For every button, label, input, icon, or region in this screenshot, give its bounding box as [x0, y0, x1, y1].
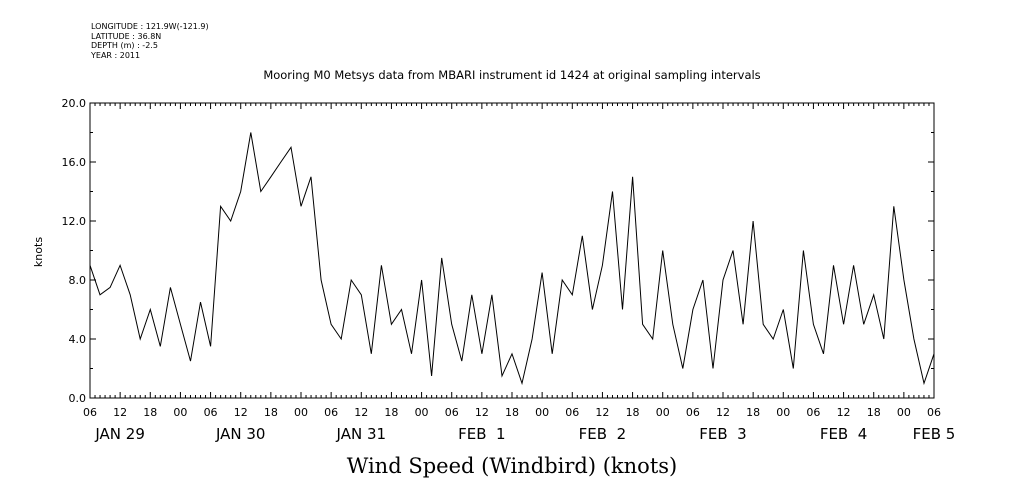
x-tick-label: 00 [415, 406, 429, 419]
x-tick-label: 18 [264, 406, 278, 419]
x-axis-label: Wind Speed (Windbird) (knots) [346, 454, 678, 478]
x-tick-label: 12 [234, 406, 248, 419]
y-tick-label: 12.0 [62, 215, 87, 228]
x-tick-label: 00 [173, 406, 187, 419]
x-tick-labels: 06 12 18 00 06 12 18 00 06 12 18 00 06 12 18 00 06 12 18 00… [83, 406, 941, 419]
x-tick-label: 06 [565, 406, 579, 419]
longitude-label: LONGITUDE : 121.9W(-121.9) [91, 22, 209, 31]
day-label: FEB 3 [699, 425, 746, 443]
year-label: YEAR : 2011 [91, 50, 141, 60]
x-tick-label: 18 [505, 406, 519, 419]
x-tick-label: 00 [535, 406, 549, 419]
x-tick-label: 00 [294, 406, 308, 419]
y-tick-label: 8.0 [69, 274, 87, 287]
depth-label: DEPTH (m) : -2.5 [91, 41, 158, 50]
y-tick-labels: 0.0 4.0 8.0 12.0 16.0 20.0 [62, 97, 87, 405]
x-tick-label: 18 [143, 406, 157, 419]
x-tick-label: 18 [746, 406, 760, 419]
chart-title: Mooring M0 Metsys data from MBARI instru… [263, 68, 761, 82]
y-axis-label: knots [32, 237, 45, 267]
x-tick-label: 12 [113, 406, 127, 419]
x-tick-label: 06 [445, 406, 459, 419]
y-tick-label: 16.0 [62, 156, 87, 169]
x-tick-label: 06 [83, 406, 97, 419]
wind-speed-series-line [89, 132, 935, 386]
day-label: JAN 29 [94, 425, 145, 443]
day-labels: JAN 29 JAN 30 JAN 31 FEB 1 FEB 2 FEB 3 FEB 4 FE… [94, 425, 955, 443]
x-tick-label: 18 [626, 406, 640, 419]
day-label: FEB 1 [458, 425, 505, 443]
plot-frame [89, 102, 935, 399]
y-tick-label: 20.0 [62, 97, 87, 110]
x-tick-label: 12 [837, 406, 851, 419]
x-tick-label: 06 [686, 406, 700, 419]
x-tick-label: 00 [656, 406, 670, 419]
metadata-block: LONGITUDE : 121.9W(-121.9) LATITUDE : 36… [91, 22, 209, 60]
y-tick-label: 0.0 [69, 392, 87, 405]
x-tick-label: 06 [927, 406, 941, 419]
x-tick-label: 06 [806, 406, 820, 419]
y-tick-label: 4.0 [69, 333, 87, 346]
day-label: JAN 30 [215, 425, 266, 443]
x-tick-label: 06 [324, 406, 338, 419]
latitude-label: LATITUDE : 36.8N [91, 31, 162, 41]
x-tick-label: 06 [204, 406, 218, 419]
day-label: FEB 4 [820, 425, 867, 443]
x-tick-label: 12 [354, 406, 368, 419]
x-tick-label: 18 [384, 406, 398, 419]
day-label: JAN 31 [336, 425, 387, 443]
x-tick-label: 12 [475, 406, 489, 419]
day-label: FEB 2 [579, 425, 626, 443]
x-tick-label: 18 [867, 406, 881, 419]
x-tick-label: 00 [776, 406, 790, 419]
x-tick-label: 00 [897, 406, 911, 419]
day-label: FEB 5 [913, 425, 956, 443]
x-tick-label: 12 [716, 406, 730, 419]
x-tick-label: 12 [595, 406, 609, 419]
